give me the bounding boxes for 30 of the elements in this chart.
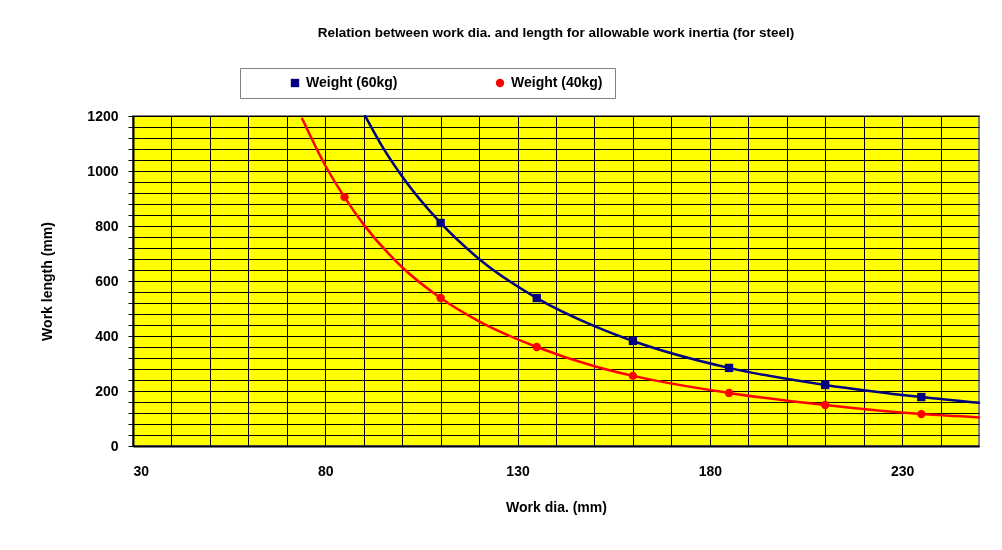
point — [436, 218, 445, 228]
y-tick-label: 600 — [95, 272, 119, 289]
point — [628, 371, 638, 381]
x-tick-label: 30 — [133, 462, 150, 479]
point — [532, 293, 541, 303]
legend-label: Weight (60kg) — [306, 74, 398, 90]
point — [917, 409, 926, 419]
x-tick-label: 180 — [698, 462, 723, 479]
y-tick-label: 1000 — [87, 162, 119, 179]
chart-title: Relation between work dia. and length for allowable work inertia (for steel) — [317, 25, 795, 40]
y-tick-label: 1200 — [87, 107, 119, 124]
y-tick-label: 400 — [95, 327, 119, 344]
x-axis-title: Work dia. (mm) — [506, 498, 607, 515]
x-tick-label: 130 — [506, 462, 530, 479]
x-tick-label: 80 — [317, 462, 334, 479]
legend-label: Weight (40kg) — [511, 74, 603, 90]
point — [821, 400, 830, 410]
x-tick-label: 230 — [890, 462, 915, 479]
y-tick-label: 200 — [95, 382, 119, 399]
point — [628, 336, 638, 346]
point — [340, 192, 349, 202]
point — [436, 293, 445, 303]
y-tick-label: 800 — [95, 217, 119, 234]
point — [724, 363, 734, 373]
point — [724, 388, 734, 398]
y-tick-label: 0 — [110, 437, 119, 454]
point — [917, 392, 926, 402]
point — [532, 342, 541, 352]
point — [821, 380, 830, 390]
y-axis-title: Work length (mm) — [39, 222, 56, 341]
